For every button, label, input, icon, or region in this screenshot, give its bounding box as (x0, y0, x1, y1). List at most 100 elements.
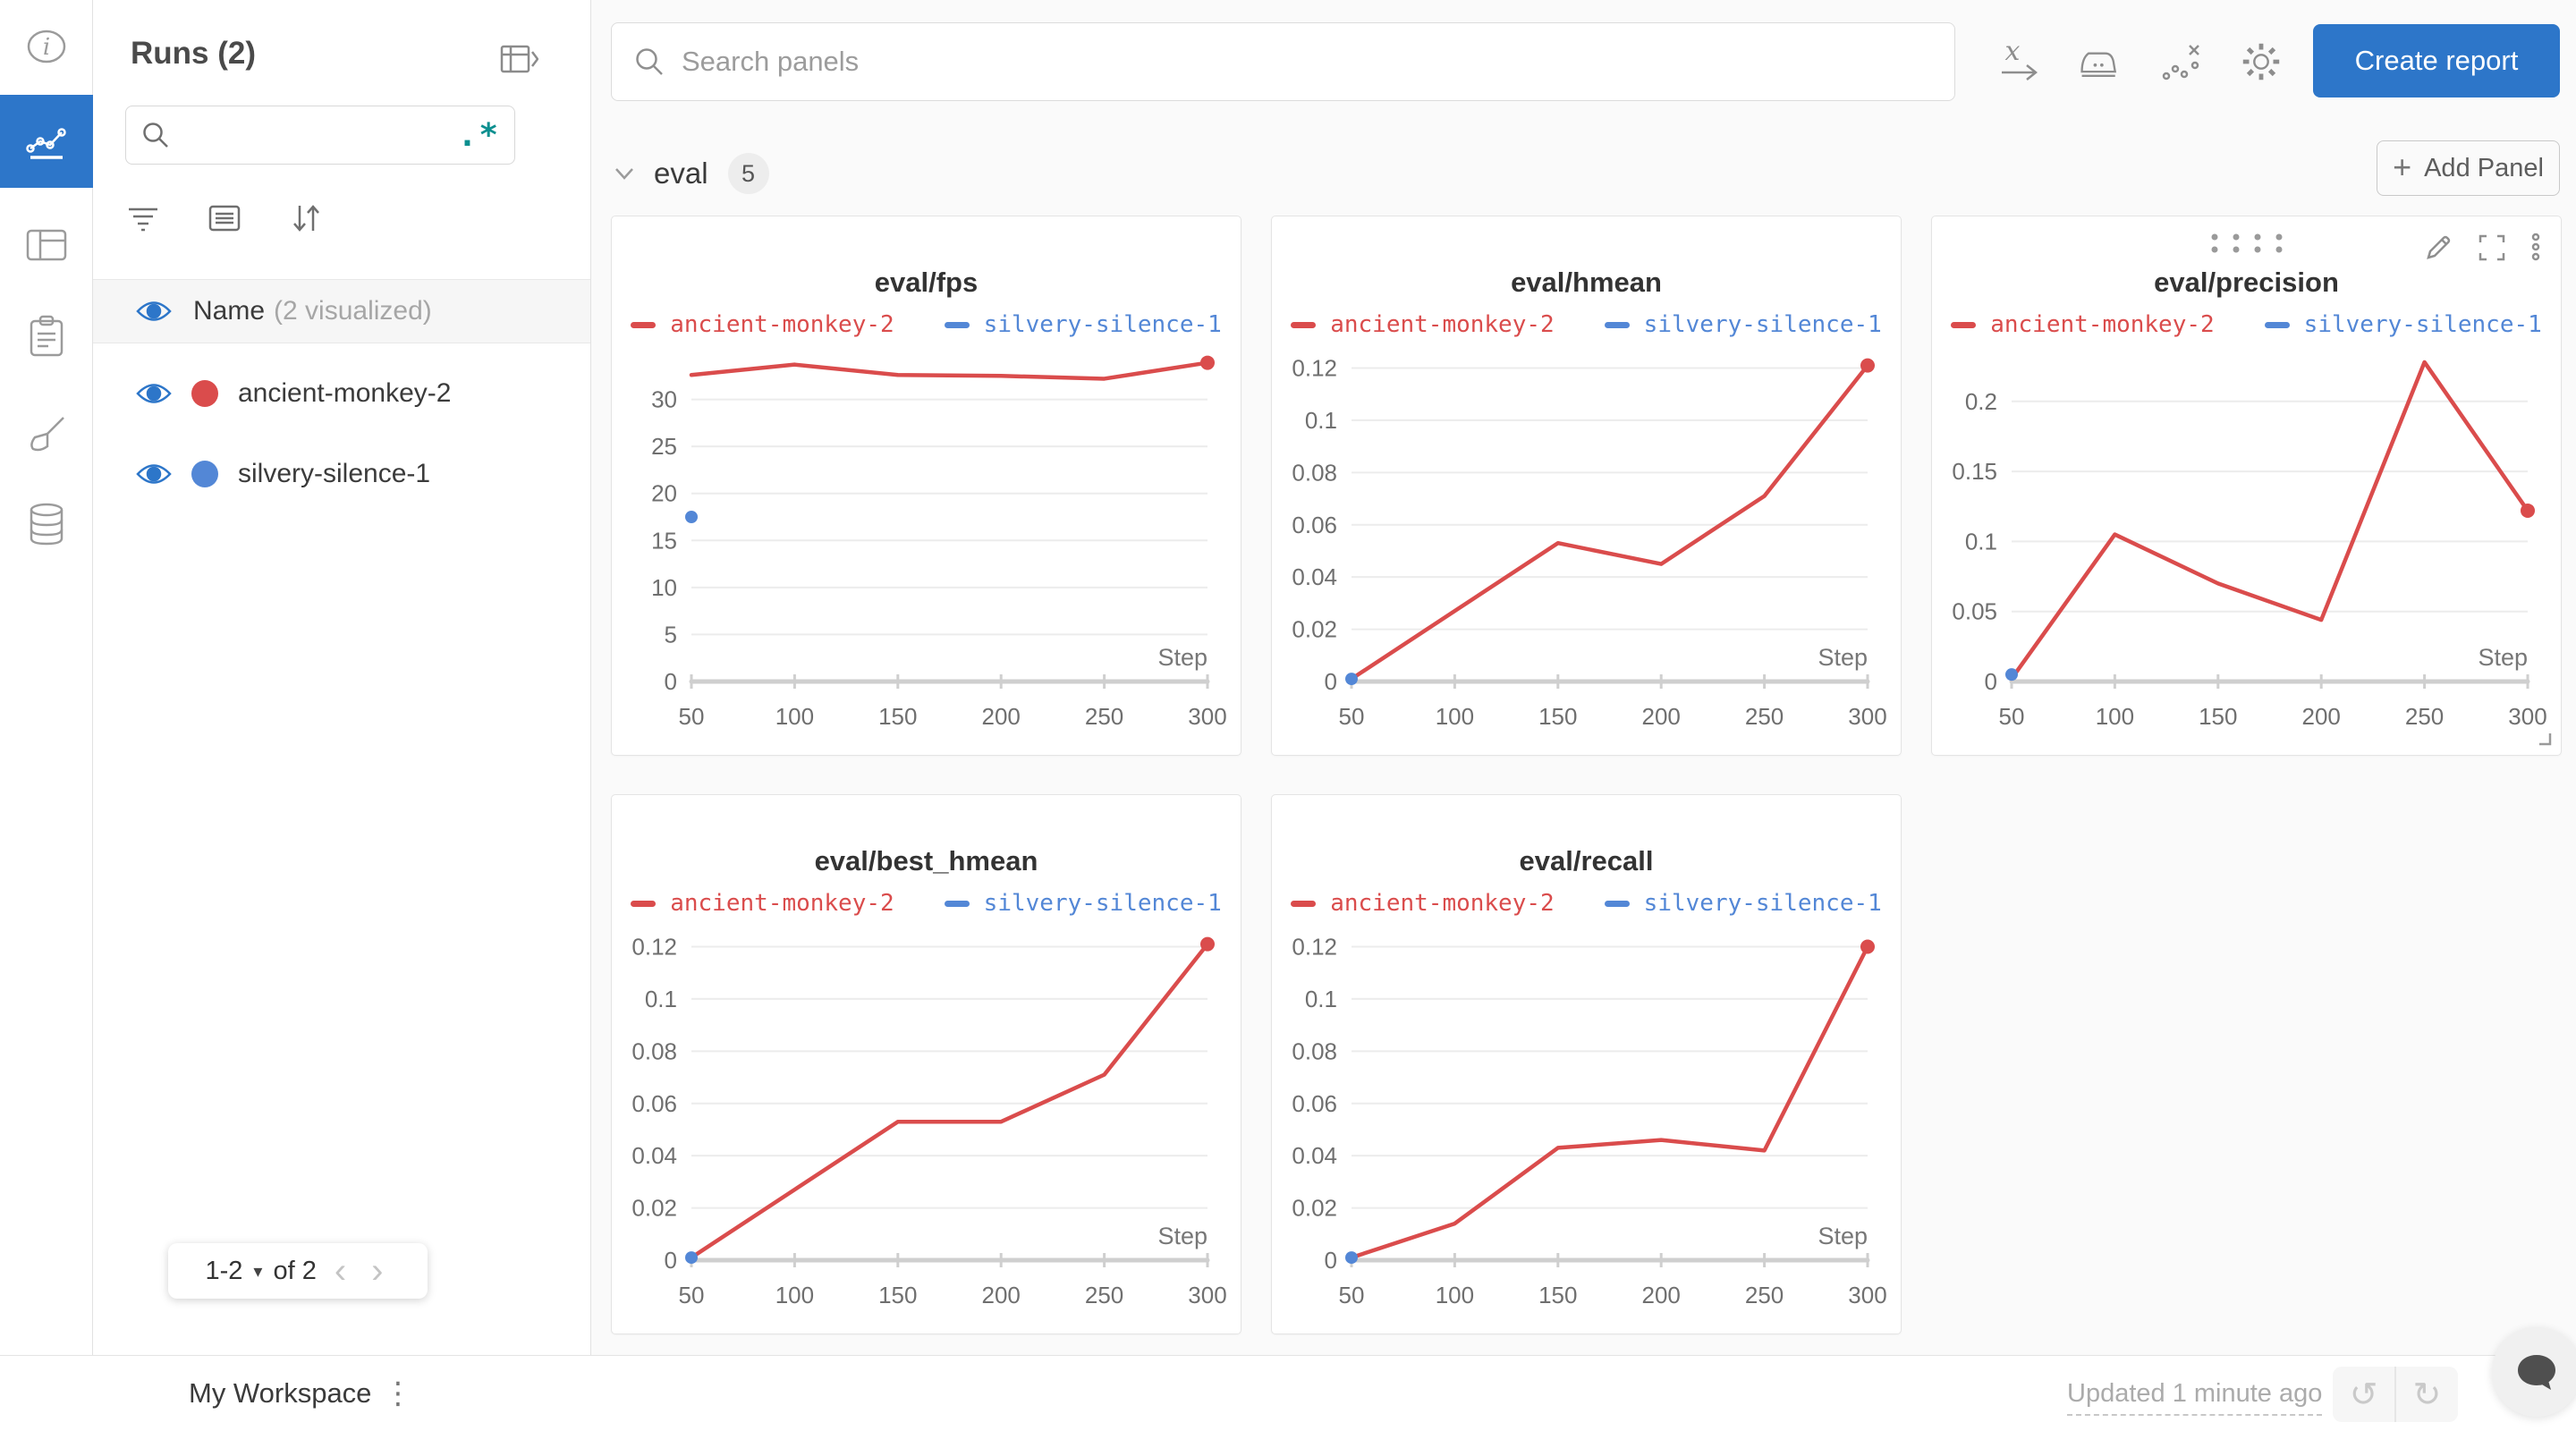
svg-text:0.02: 0.02 (631, 1195, 677, 1222)
eye-icon[interactable] (136, 298, 172, 325)
svg-text:150: 150 (1538, 703, 1577, 730)
edit-pencil-icon[interactable] (2423, 233, 2453, 263)
sort-icon[interactable] (288, 202, 324, 234)
svg-text:Step: Step (1818, 644, 1868, 671)
undo-icon[interactable]: ↺ (2333, 1367, 2394, 1422)
regex-toggle[interactable]: .* (457, 116, 500, 154)
kebab-menu-icon[interactable] (2530, 233, 2541, 263)
create-report-button[interactable]: Create report (2313, 24, 2560, 97)
svg-text:Step: Step (1157, 1223, 1208, 1249)
pagination-range[interactable]: 1-2 (205, 1256, 243, 1285)
smoothing-iron-icon[interactable] (2077, 36, 2123, 88)
chart-plot[interactable]: 0 0.02 0.04 0.06 0.08 0.1 0.12 50 100 150 200 250 30… (1280, 919, 1893, 1337)
svg-text:0.04: 0.04 (631, 1142, 677, 1169)
chart-plot[interactable]: 0 0.05 0.1 0.15 0.2 50 100 150 200 250 300 Step (1940, 340, 2553, 758)
chart-plot[interactable]: 0 0.02 0.04 0.06 0.08 0.1 0.12 50 100 150 200 250 30… (1280, 340, 1893, 758)
database-icon[interactable] (0, 478, 93, 571)
search-icon (143, 123, 168, 148)
filter-icon[interactable] (125, 203, 161, 233)
svg-text:250: 250 (1085, 1282, 1123, 1308)
legend-swatch-icon (631, 900, 657, 907)
x-axis-icon[interactable]: x (1996, 36, 2043, 88)
legend-item: silvery-silence-1 (1604, 890, 1882, 917)
svg-text:0.1: 0.1 (1305, 986, 1337, 1012)
fullscreen-icon[interactable] (2477, 233, 2507, 263)
svg-text:0.06: 0.06 (1292, 512, 1337, 538)
chart-legend: ancient-monkey-2 silvery-silence-1 (1272, 311, 1901, 338)
legend-swatch-icon (1291, 321, 1317, 328)
chart-panel-eval-best-hmean[interactable]: eval/best_hmean ancient-monkey-2 silvery-s… (611, 794, 1241, 1334)
run-name-label: ancient-monkey-2 (238, 378, 452, 408)
run-row-ancient-monkey-2[interactable]: ancient-monkey-2 (93, 358, 590, 429)
legend-item: ancient-monkey-2 (1291, 311, 1555, 338)
chart-legend: ancient-monkey-2 silvery-silence-1 (612, 890, 1241, 917)
line-chart-icon[interactable] (0, 95, 93, 188)
chart-panel-eval-recall[interactable]: eval/recall ancient-monkey-2 silvery-silen… (1271, 794, 1902, 1334)
workspace-menu-kebab-icon[interactable]: ⋮ (383, 1376, 413, 1410)
info-icon[interactable]: i (0, 0, 93, 93)
legend-item: silvery-silence-1 (944, 311, 1222, 338)
updated-timestamp[interactable]: Updated 1 minute ago (2067, 1379, 2323, 1416)
svg-text:0: 0 (1325, 1247, 1337, 1274)
runs-column-header[interactable]: Name (2 visualized) (93, 279, 590, 343)
eye-icon[interactable] (136, 461, 172, 487)
legend-run-name: silvery-silence-1 (983, 311, 1222, 338)
legend-item: silvery-silence-1 (2264, 311, 2542, 338)
table-icon[interactable] (0, 199, 93, 292)
runs-title: Runs (2) (131, 36, 256, 71)
legend-run-name: ancient-monkey-2 (670, 311, 894, 338)
clipboard-icon[interactable] (0, 290, 93, 383)
help-chat-button[interactable] (2492, 1327, 2576, 1417)
svg-text:50: 50 (1339, 703, 1365, 730)
chart-plot[interactable]: 0 0.02 0.04 0.06 0.08 0.1 0.12 50 100 150 200 250 30… (620, 919, 1233, 1337)
expand-runs-table-button[interactable] (499, 39, 562, 79)
svg-text:0: 0 (1985, 668, 1997, 695)
panel-search-input[interactable] (682, 46, 1933, 78)
svg-text:0.1: 0.1 (1305, 407, 1337, 434)
pagination-caret-icon[interactable]: ▾ (253, 1261, 263, 1282)
svg-text:x: x (2005, 37, 2021, 67)
svg-text:Step: Step (1818, 1223, 1868, 1249)
run-row-silvery-silence-1[interactable]: silvery-silence-1 (93, 438, 590, 510)
svg-text:0.04: 0.04 (1292, 563, 1337, 590)
search-icon (636, 48, 663, 75)
legend-swatch-icon (1604, 321, 1630, 328)
svg-text:25: 25 (651, 433, 677, 460)
add-panel-button[interactable]: + Add Panel (2377, 140, 2560, 196)
legend-item: ancient-monkey-2 (1291, 890, 1555, 917)
svg-text:250: 250 (2405, 703, 2444, 730)
drag-handle-icon[interactable] (2202, 229, 2292, 258)
runs-search-input[interactable] (183, 121, 458, 149)
legend-run-name: ancient-monkey-2 (1990, 311, 2215, 338)
svg-text:0.08: 0.08 (1292, 459, 1337, 486)
legend-run-name: silvery-silence-1 (1643, 311, 1882, 338)
runs-sidebar: Runs (2) .* Name (2 visualized) (93, 0, 591, 1355)
svg-text:0.15: 0.15 (1952, 458, 1997, 485)
eye-icon[interactable] (136, 380, 172, 407)
chart-panel-eval-precision[interactable]: eval/precision ancient-monkey-2 silvery-si… (1931, 216, 2562, 756)
redo-icon[interactable]: ↻ (2396, 1367, 2458, 1422)
runs-pagination: 1-2 ▾ of 2 ‹ › (168, 1243, 428, 1299)
brush-icon[interactable] (0, 386, 93, 479)
chart-legend: ancient-monkey-2 silvery-silence-1 (612, 311, 1241, 338)
settings-gear-icon[interactable] (2238, 36, 2284, 88)
chart-plot[interactable]: 0 5 10 15 20 25 30 50 100 150 200 250 300 Step (620, 340, 1233, 758)
legend-item: silvery-silence-1 (1604, 311, 1882, 338)
remove-outliers-icon[interactable] (2157, 36, 2204, 88)
legend-swatch-icon (1951, 321, 1977, 328)
legend-swatch-icon (944, 900, 970, 907)
svg-text:i: i (43, 34, 50, 61)
chart-panel-eval-hmean[interactable]: eval/hmean ancient-monkey-2 silvery-silenc… (1271, 216, 1902, 756)
legend-run-name: ancient-monkey-2 (1330, 890, 1555, 917)
svg-text:100: 100 (775, 703, 814, 730)
svg-text:200: 200 (1642, 703, 1681, 730)
svg-text:Step: Step (2478, 644, 2528, 671)
svg-text:20: 20 (651, 480, 677, 507)
section-header-eval[interactable]: eval 5 (611, 150, 769, 197)
group-list-icon[interactable] (208, 203, 242, 233)
chart-title: eval/fps (874, 267, 979, 298)
chevron-down-icon[interactable] (611, 165, 638, 182)
resize-handle-icon[interactable] (2534, 728, 2554, 748)
chart-panel-eval-fps[interactable]: eval/fps ancient-monkey-2 silvery-silence-… (611, 216, 1241, 756)
svg-text:0.1: 0.1 (645, 986, 677, 1012)
